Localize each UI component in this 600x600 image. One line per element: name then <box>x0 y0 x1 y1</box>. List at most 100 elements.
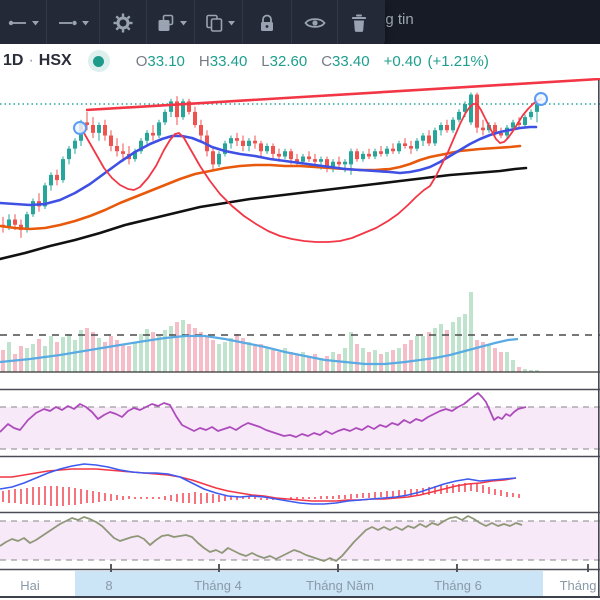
chart-canvas[interactable]: Hai 8 Tháng 4 Tháng Năm Tháng 6 Tháng <box>0 78 600 600</box>
settings-button[interactable] <box>99 0 146 46</box>
stochastic-pane <box>0 515 600 562</box>
candle-body <box>193 111 197 125</box>
candle-body <box>325 159 329 167</box>
rsi-line <box>0 392 527 438</box>
candle-body <box>409 146 413 149</box>
volume-bar <box>133 342 137 372</box>
volume-pane <box>0 292 600 373</box>
volume-bar <box>343 348 347 372</box>
volume-bar <box>157 336 161 372</box>
chevron-down-icon[interactable] <box>32 20 39 26</box>
volume-bar <box>115 340 119 372</box>
volume-bar <box>391 350 395 372</box>
candle-body <box>73 140 77 149</box>
candle-body <box>481 127 485 131</box>
candle-body <box>55 174 59 181</box>
candle-body <box>289 151 293 160</box>
candle-body <box>415 140 419 149</box>
volume-bar <box>49 336 53 372</box>
chart-header-bar: ng tin <box>0 0 600 46</box>
volume-bar <box>463 314 467 372</box>
candle-body <box>355 151 359 160</box>
ma-red-fast-line <box>79 98 542 243</box>
chevron-down-icon[interactable] <box>227 20 235 26</box>
candle-body <box>229 138 233 144</box>
volume-bar <box>385 352 389 372</box>
volume-bar <box>367 352 371 372</box>
volume-bar <box>163 330 167 372</box>
candle-body <box>469 94 473 123</box>
candle-body <box>403 143 407 146</box>
volume-bar <box>283 348 287 372</box>
trendline-anchor-handle[interactable] <box>534 92 548 106</box>
candle-body <box>151 132 155 136</box>
candle-body <box>109 135 113 146</box>
candle-body <box>13 219 17 225</box>
candle-body <box>115 146 119 152</box>
candle-body <box>265 146 269 152</box>
volume-bar <box>277 352 281 372</box>
volume-bar <box>199 332 203 372</box>
volume-bar <box>439 324 443 372</box>
candle-body <box>31 201 35 215</box>
macd-pane <box>0 463 520 506</box>
lock-button[interactable] <box>242 0 291 46</box>
time-axis[interactable]: Hai 8 Tháng 4 Tháng Năm Tháng 6 Tháng <box>20 564 596 597</box>
main-price-pane <box>0 78 600 261</box>
candle-body <box>67 148 71 160</box>
volume-bar <box>187 324 191 372</box>
volume-bar <box>121 344 125 372</box>
volume-bar <box>289 352 293 372</box>
candle-body <box>169 101 173 112</box>
chevron-down-icon[interactable] <box>82 20 89 26</box>
volume-bar <box>193 328 197 372</box>
duplicate-button[interactable] <box>194 0 242 46</box>
pane-separators <box>0 80 600 598</box>
candle-body <box>25 214 29 230</box>
volume-bar <box>373 350 377 372</box>
candle-body <box>211 151 215 165</box>
axis-label: Tháng 6 <box>434 578 482 593</box>
candle-body <box>343 161 347 165</box>
trendline-anchor-handle[interactable] <box>73 121 87 135</box>
volume-bar <box>7 342 11 372</box>
volume-bar <box>313 354 317 372</box>
volume-bar <box>499 352 503 372</box>
volume-ma-line <box>0 334 519 366</box>
timeframe-label[interactable]: 1D <box>3 52 24 69</box>
axis-label: Tháng <box>560 578 597 593</box>
delete-button[interactable] <box>337 0 379 46</box>
axis-label: Hai <box>20 578 40 593</box>
candle-body <box>145 132 149 141</box>
ma-orange-line <box>0 144 522 231</box>
layers-button[interactable] <box>146 0 194 46</box>
volume-bar <box>409 340 413 372</box>
candle-body <box>361 153 365 160</box>
volume-bar <box>415 336 419 372</box>
visibility-button[interactable] <box>291 0 337 46</box>
volume-bar <box>43 346 47 372</box>
macd-signal-line <box>0 468 517 502</box>
candle-body <box>247 140 251 146</box>
volume-bar <box>55 342 59 372</box>
trend-line-tool-button[interactable] <box>0 0 46 46</box>
drawn-trendline[interactable] <box>85 78 600 112</box>
volume-bar <box>337 354 341 372</box>
candle-body <box>511 122 515 128</box>
volume-bar <box>355 344 359 372</box>
open-readout: O33.10 <box>135 52 185 70</box>
arrow-line-tool-button[interactable] <box>46 0 99 46</box>
volume-bar <box>457 317 461 372</box>
chevron-down-icon[interactable] <box>179 20 187 26</box>
exchange-label[interactable]: HSX <box>38 52 72 69</box>
candle-body <box>97 125 101 133</box>
candle-body <box>259 143 263 152</box>
candle-body <box>499 132 503 136</box>
volume-bar <box>331 352 335 372</box>
volume-bar <box>535 370 539 372</box>
candle-body <box>349 151 353 165</box>
layers-icon <box>155 12 177 34</box>
volume-bar <box>451 322 455 372</box>
candle-body <box>223 143 227 154</box>
